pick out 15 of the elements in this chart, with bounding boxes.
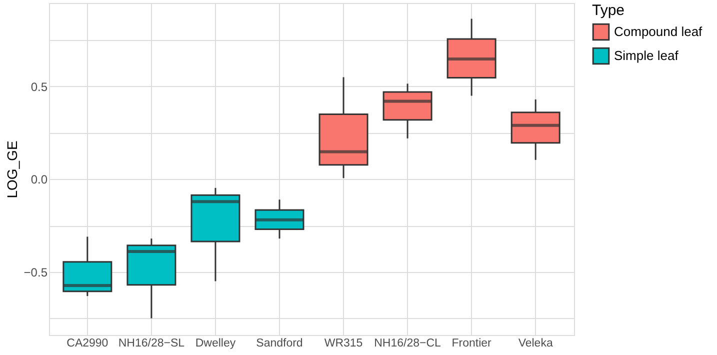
x-tick-label: Sandford: [256, 338, 303, 350]
x-tick-label: Veleka: [518, 338, 554, 350]
y-tick-label: 0.5: [30, 80, 48, 94]
y-axis-title: LOG_GE: [4, 140, 20, 198]
x-tick-label: NH16/28−SL: [118, 338, 186, 350]
x-tick-label: NH16/28−CL: [374, 338, 442, 350]
x-tick-label: CA2990: [66, 338, 108, 350]
x-tick-label: Dwelley: [195, 338, 236, 350]
y-tick-label: −0.5: [24, 265, 48, 280]
legend-label: Compound leaf: [614, 24, 703, 39]
y-tick-label: 0.0: [30, 172, 48, 187]
legend-title: Type: [592, 2, 625, 19]
legend-label: Simple leaf: [614, 48, 679, 63]
x-tick-label: Frontier: [452, 338, 492, 350]
x-tick-label: WR315: [324, 338, 363, 350]
